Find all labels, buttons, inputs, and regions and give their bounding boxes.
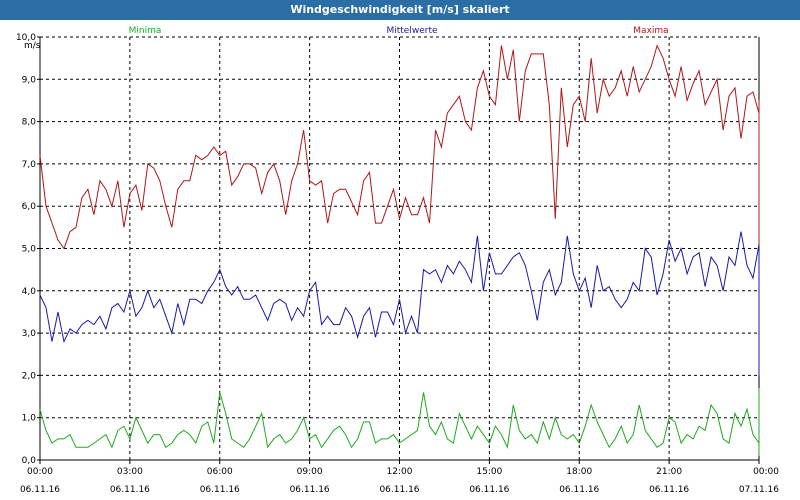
x-tick-date: 07.11.16 — [739, 485, 779, 495]
x-tick-time: 03:00 — [117, 467, 143, 477]
y-tick-label: 8,0 — [22, 118, 37, 128]
grid-lines — [40, 36, 759, 461]
x-tick-date: 06.11.16 — [290, 485, 330, 495]
legend-maxima: Maxima — [633, 26, 668, 36]
x-tick-date: 06.11.16 — [469, 485, 509, 495]
series-line-minima — [39, 388, 760, 456]
x-tick-time: 12:00 — [387, 467, 413, 477]
wind-speed-chart: 0,0 1,0 2,0 3,0 4,0 5,0 6,0 7,0 8,0 9,0 10,0 00:00 0… — [0, 20, 800, 500]
x-tick-date: 06.11.16 — [20, 485, 60, 495]
legend: Maxima Mittelwerte Minima — [129, 26, 669, 36]
x-tick-time: 21:00 — [656, 467, 682, 477]
y-tick-label: 6,0 — [22, 202, 37, 212]
x-tick-date: 06.11.16 — [649, 485, 689, 495]
x-tick-date: 06.11.16 — [200, 485, 240, 495]
x-tick-time: 00:00 — [753, 467, 779, 477]
x-tick-time: 00:00 — [27, 467, 53, 477]
legend-minima: Minima — [129, 26, 162, 36]
y-tick-label: 7,0 — [22, 160, 37, 170]
x-tick-date: 06.11.16 — [110, 485, 150, 495]
series-line-maxima — [39, 44, 760, 295]
legend-mittelwerte: Mittelwerte — [386, 26, 437, 36]
y-tick-label: 2,0 — [22, 371, 37, 381]
series-lines — [39, 44, 760, 456]
y-tick-label: 1,0 — [22, 414, 37, 424]
y-tick-label: 4,0 — [22, 287, 37, 297]
x-tick-date: 06.11.16 — [559, 485, 599, 495]
x-tick-date: 06.11.16 — [379, 485, 419, 495]
series-line-mittelwerte — [39, 231, 760, 376]
x-tick-time: 06:00 — [207, 467, 233, 477]
y-tick-label: 10,0 — [16, 33, 36, 43]
x-tick-time: 15:00 — [476, 467, 502, 477]
y-tick-label: 5,0 — [22, 245, 37, 255]
y-tick-label: 0,0 — [22, 456, 37, 466]
y-tick-label: 9,0 — [22, 75, 37, 85]
window-title: Windgeschwindigkeit [m/s] skaliert — [0, 0, 800, 20]
x-tick-time: 09:00 — [297, 467, 323, 477]
y-tick-label: 3,0 — [22, 329, 37, 339]
y-axis-unit: m/s — [24, 41, 41, 51]
x-tick-time: 18:00 — [566, 467, 592, 477]
